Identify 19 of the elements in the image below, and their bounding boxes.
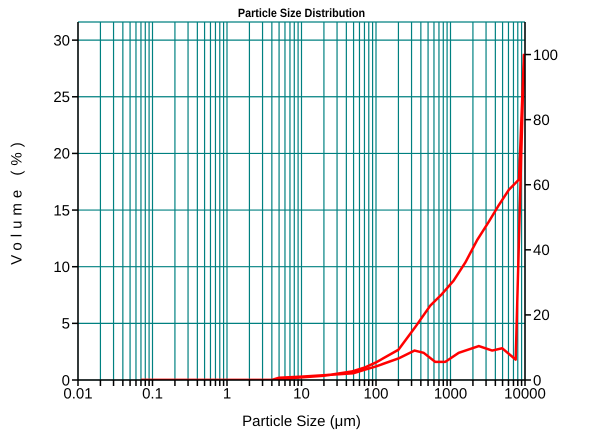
y2-tick-label: 20 xyxy=(533,307,550,324)
x-tick-label: 100 xyxy=(363,386,389,403)
x-tick-label: 0.1 xyxy=(142,386,163,403)
y2-tick-label: 40 xyxy=(533,242,550,260)
chart-title: Particle Size Distribution xyxy=(236,6,366,20)
y-tick-label: 30 xyxy=(53,32,70,50)
y2-tick-label: 60 xyxy=(533,177,550,194)
y-tick-label: 15 xyxy=(53,202,70,220)
y-tick-label: 10 xyxy=(53,259,70,276)
y-tick-label: 5 xyxy=(62,316,70,333)
y2-tick-label: 80 xyxy=(533,112,550,129)
y-tick-label: 20 xyxy=(53,146,70,163)
x-tick-label: 10 xyxy=(293,386,310,403)
x-axis-title: Particle Size (μm) xyxy=(241,413,362,430)
x-tick-label: 1000 xyxy=(434,386,468,403)
x-tick-label: 1 xyxy=(222,386,232,403)
y-axis-title: Volume (%) xyxy=(8,137,26,265)
y-tick-label: 25 xyxy=(53,89,70,106)
y2-tick-label: 100 xyxy=(533,46,558,64)
